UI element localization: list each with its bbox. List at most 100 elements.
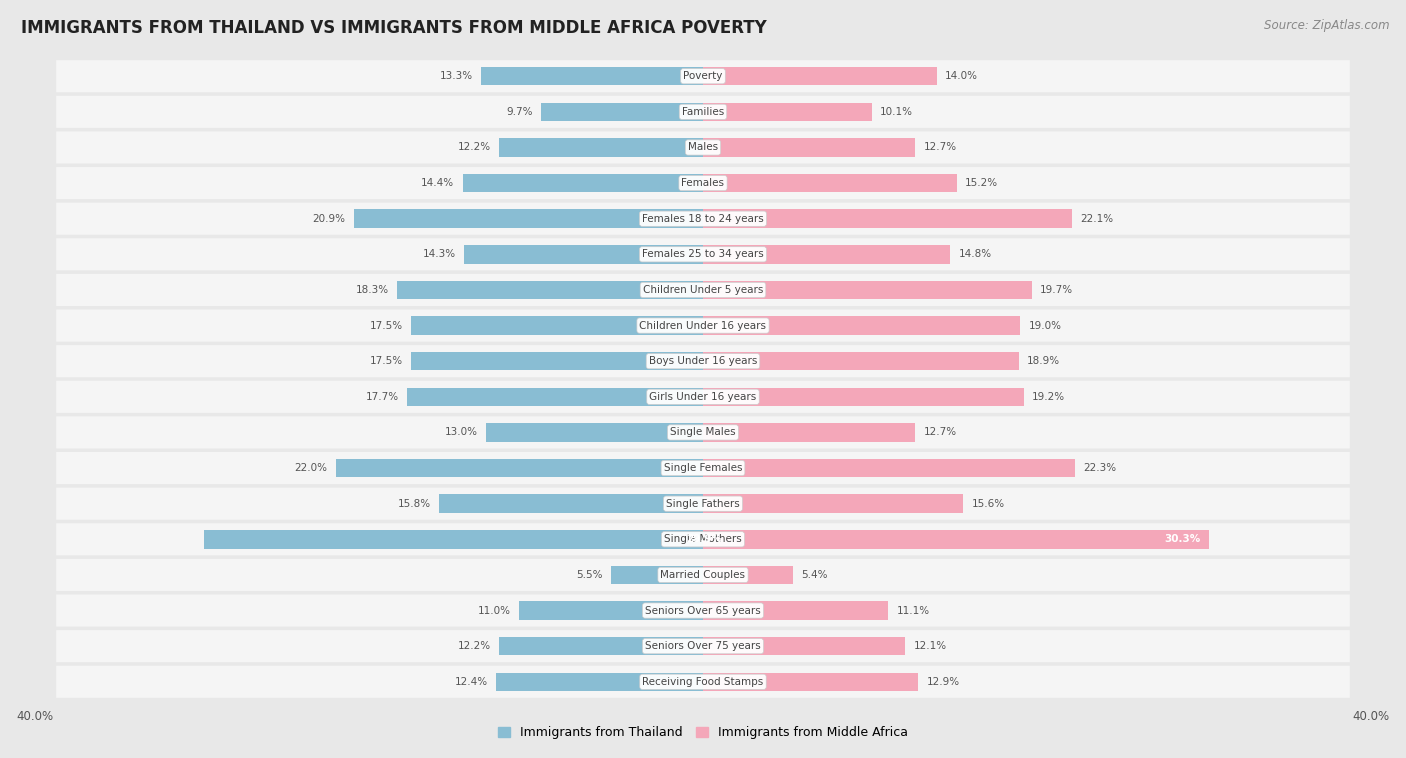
Bar (703, 459, 1076, 478)
Text: Males: Males (688, 143, 718, 152)
Bar (354, 209, 703, 228)
Text: 14.8%: 14.8% (959, 249, 991, 259)
Bar (703, 601, 889, 620)
Text: 22.3%: 22.3% (1084, 463, 1116, 473)
Text: 30.3%: 30.3% (1164, 534, 1201, 544)
Bar (519, 601, 703, 620)
Text: 12.4%: 12.4% (454, 677, 488, 687)
Text: Single Females: Single Females (664, 463, 742, 473)
FancyBboxPatch shape (55, 487, 1351, 521)
Text: 14.4%: 14.4% (422, 178, 454, 188)
Bar (499, 138, 703, 157)
Text: Single Fathers: Single Fathers (666, 499, 740, 509)
Text: 19.7%: 19.7% (1040, 285, 1073, 295)
FancyBboxPatch shape (55, 522, 1351, 556)
Bar (703, 352, 1018, 371)
Text: 17.7%: 17.7% (366, 392, 399, 402)
Text: Married Couples: Married Couples (661, 570, 745, 580)
Bar (703, 494, 963, 513)
Bar (411, 352, 703, 371)
Bar (703, 102, 872, 121)
Text: Children Under 5 years: Children Under 5 years (643, 285, 763, 295)
Bar (439, 494, 703, 513)
FancyBboxPatch shape (55, 309, 1351, 343)
Text: 12.9%: 12.9% (927, 677, 960, 687)
Bar (703, 174, 956, 193)
Bar (703, 530, 1209, 549)
Text: 19.2%: 19.2% (1032, 392, 1064, 402)
Bar (464, 245, 703, 264)
Text: 9.7%: 9.7% (506, 107, 533, 117)
Text: 11.0%: 11.0% (478, 606, 510, 615)
Text: 13.3%: 13.3% (440, 71, 472, 81)
Bar (499, 637, 703, 656)
Text: 12.1%: 12.1% (914, 641, 946, 651)
Text: Females: Females (682, 178, 724, 188)
Text: 20.9%: 20.9% (312, 214, 346, 224)
Bar (703, 672, 918, 691)
Text: 12.2%: 12.2% (458, 143, 491, 152)
Text: 17.5%: 17.5% (370, 356, 402, 366)
FancyBboxPatch shape (55, 273, 1351, 307)
Text: Single Males: Single Males (671, 428, 735, 437)
FancyBboxPatch shape (55, 558, 1351, 592)
Text: 12.2%: 12.2% (458, 641, 491, 651)
FancyBboxPatch shape (55, 629, 1351, 663)
Text: 18.9%: 18.9% (1026, 356, 1060, 366)
Text: Boys Under 16 years: Boys Under 16 years (648, 356, 758, 366)
FancyBboxPatch shape (55, 665, 1351, 699)
FancyBboxPatch shape (55, 95, 1351, 129)
Text: 12.7%: 12.7% (924, 428, 956, 437)
Text: 10.1%: 10.1% (880, 107, 912, 117)
FancyBboxPatch shape (55, 415, 1351, 449)
Text: Girls Under 16 years: Girls Under 16 years (650, 392, 756, 402)
FancyBboxPatch shape (55, 237, 1351, 271)
Text: Receiving Food Stamps: Receiving Food Stamps (643, 677, 763, 687)
Text: 5.5%: 5.5% (576, 570, 603, 580)
Text: 15.8%: 15.8% (398, 499, 430, 509)
Text: Children Under 16 years: Children Under 16 years (640, 321, 766, 330)
Bar (398, 280, 703, 299)
Bar (703, 280, 1032, 299)
Text: Source: ZipAtlas.com: Source: ZipAtlas.com (1264, 19, 1389, 32)
Text: 12.7%: 12.7% (924, 143, 956, 152)
Legend: Immigrants from Thailand, Immigrants from Middle Africa: Immigrants from Thailand, Immigrants fro… (494, 722, 912, 744)
Bar (204, 530, 703, 549)
Text: 15.6%: 15.6% (972, 499, 1005, 509)
Bar (703, 316, 1021, 335)
Text: 5.4%: 5.4% (801, 570, 828, 580)
Bar (496, 672, 703, 691)
Bar (703, 637, 905, 656)
Bar (463, 174, 703, 193)
Bar (411, 316, 703, 335)
Text: Females 25 to 34 years: Females 25 to 34 years (643, 249, 763, 259)
Text: 18.3%: 18.3% (356, 285, 389, 295)
Text: 14.3%: 14.3% (423, 249, 456, 259)
Bar (481, 67, 703, 86)
Text: Families: Families (682, 107, 724, 117)
Bar (541, 102, 703, 121)
Bar (612, 565, 703, 584)
Bar (703, 209, 1071, 228)
FancyBboxPatch shape (55, 594, 1351, 628)
Text: 14.0%: 14.0% (945, 71, 979, 81)
FancyBboxPatch shape (55, 130, 1351, 164)
Text: 11.1%: 11.1% (897, 606, 929, 615)
Text: 15.2%: 15.2% (965, 178, 998, 188)
Bar (703, 423, 915, 442)
Text: Single Mothers: Single Mothers (664, 534, 742, 544)
Text: 17.5%: 17.5% (370, 321, 402, 330)
Text: Seniors Over 75 years: Seniors Over 75 years (645, 641, 761, 651)
FancyBboxPatch shape (55, 166, 1351, 200)
Bar (486, 423, 703, 442)
Text: 22.0%: 22.0% (294, 463, 328, 473)
Text: Poverty: Poverty (683, 71, 723, 81)
Text: 19.0%: 19.0% (1029, 321, 1062, 330)
Bar (703, 67, 936, 86)
Bar (336, 459, 703, 478)
Text: 13.0%: 13.0% (444, 428, 478, 437)
FancyBboxPatch shape (55, 380, 1351, 414)
Text: IMMIGRANTS FROM THAILAND VS IMMIGRANTS FROM MIDDLE AFRICA POVERTY: IMMIGRANTS FROM THAILAND VS IMMIGRANTS F… (21, 19, 766, 37)
FancyBboxPatch shape (55, 344, 1351, 378)
FancyBboxPatch shape (55, 202, 1351, 236)
